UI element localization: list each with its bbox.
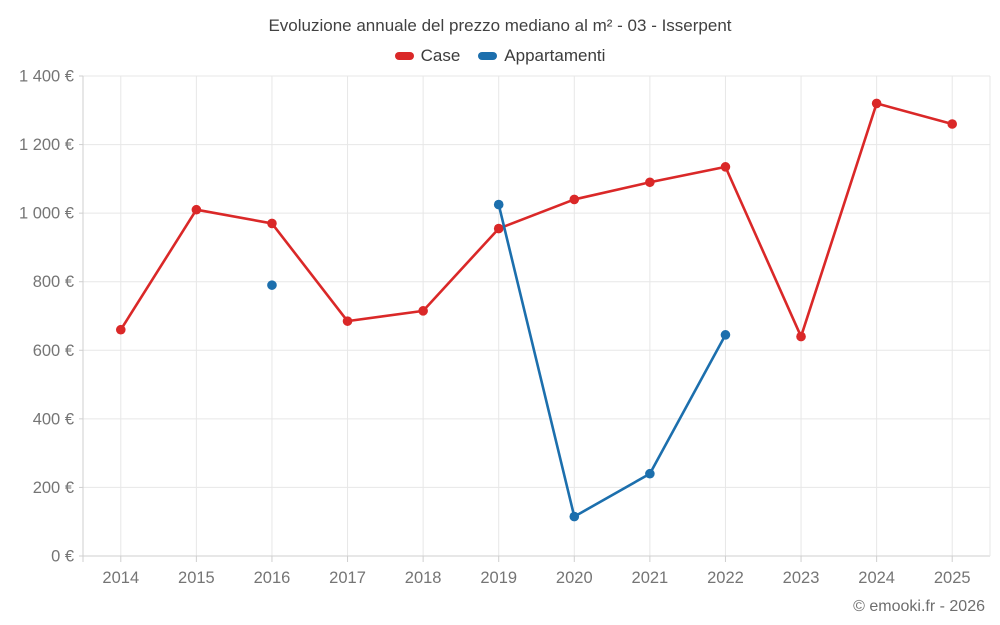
copyright-credit: © emooki.fr - 2026 (853, 598, 985, 615)
data-point-case-2024[interactable] (871, 98, 882, 109)
data-point-case-2022[interactable] (720, 162, 731, 172)
data-point-case-2023[interactable] (796, 331, 806, 342)
data-point-case-2025[interactable] (947, 119, 958, 129)
legend-swatch-case-icon (394, 52, 414, 60)
x-axis-label: 2020 (556, 569, 593, 587)
y-axis-label: 1 200 € (19, 136, 74, 154)
legend-label-case: Case (420, 46, 461, 65)
chart-legend: Case Appartamenti (0, 46, 1000, 66)
data-point-appartamenti-2021[interactable] (645, 468, 655, 479)
legend-label-appartamenti: Appartamenti (504, 46, 606, 65)
data-point-case-2015[interactable] (191, 204, 202, 215)
data-point-case-2016[interactable] (267, 218, 277, 229)
x-axis-label: 2018 (405, 569, 442, 587)
series-line-case (119, 102, 954, 338)
y-axis-label: 1 400 € (19, 68, 74, 86)
data-point-case-2021[interactable] (645, 177, 655, 188)
series-line-appartamenti (497, 203, 727, 518)
data-point-case-2014[interactable] (115, 324, 126, 335)
legend-item-appartamenti[interactable]: Appartamenti (478, 46, 605, 66)
data-point-case-2019[interactable] (493, 223, 504, 234)
y-axis-label: 800 € (33, 273, 74, 291)
data-point-appartamenti-2022[interactable] (720, 330, 731, 340)
legend-item-case[interactable]: Case (394, 46, 461, 66)
x-axis-label: 2024 (858, 569, 895, 587)
x-axis-label: 2017 (329, 569, 366, 587)
x-axis-label: 2015 (178, 569, 215, 587)
x-axis-label: 2014 (102, 569, 139, 587)
chart-title: Evoluzione annuale del prezzo mediano al… (268, 16, 732, 35)
y-axis-label: 600 € (33, 342, 74, 360)
x-axis-label: 2025 (934, 569, 971, 587)
data-point-appartamenti-2020[interactable] (569, 511, 580, 522)
data-point-case-2017[interactable] (342, 316, 353, 326)
x-axis-label: 2023 (783, 569, 820, 587)
y-axis-label: 1 000 € (19, 205, 74, 223)
x-axis-label: 2016 (254, 569, 291, 587)
x-axis-label: 2022 (707, 569, 744, 587)
data-point-case-2018[interactable] (418, 306, 428, 316)
y-axis-label: 0 € (51, 548, 74, 566)
data-point-appartamenti-2016[interactable] (267, 280, 277, 290)
data-point-case-2020[interactable] (569, 194, 580, 205)
data-point-appartamenti-2019[interactable] (493, 199, 504, 210)
y-axis-label: 400 € (33, 410, 74, 428)
x-axis-label: 2019 (480, 569, 517, 587)
x-axis-label: 2021 (632, 569, 669, 587)
y-axis-label: 200 € (33, 479, 74, 497)
legend-swatch-appartamenti-icon (478, 52, 498, 60)
